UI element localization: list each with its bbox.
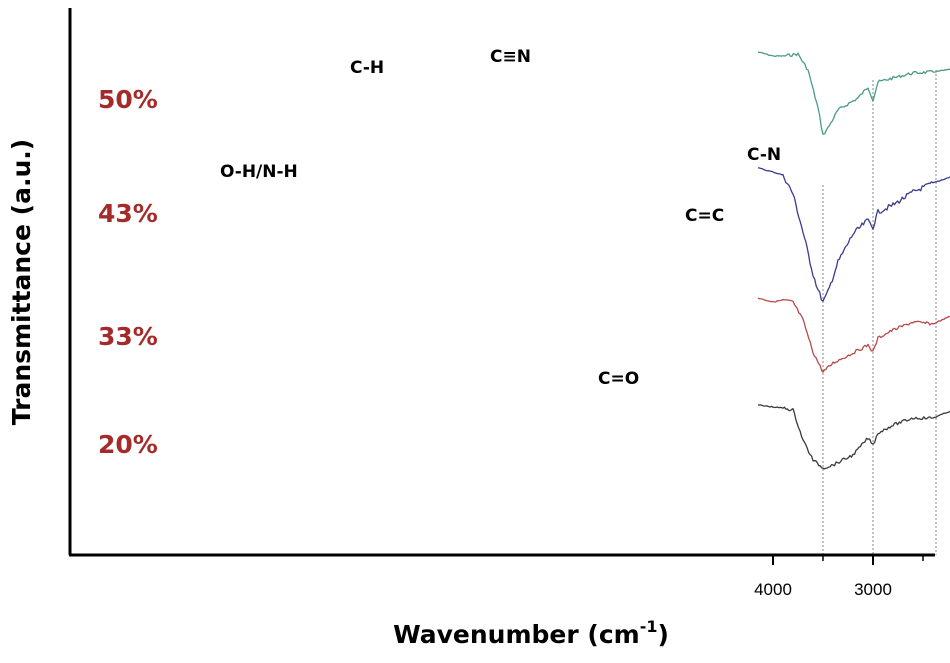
series-line-33pct [757, 297, 950, 373]
series-line-43pct [757, 167, 950, 302]
annotation-co: C=O [598, 369, 639, 389]
x-axis-title: Wavenumber (cm-1) [393, 617, 669, 649]
series-label-33pct: 33% [98, 322, 158, 351]
x-axis-title-superscript: -1 [640, 617, 658, 636]
series-labels: 50% 43% 33% 20% [98, 85, 158, 459]
peak-annotations: O-H/N-H C-H C≡N C=C C=O C-N [220, 47, 781, 389]
annotation-cn: C≡N [490, 47, 531, 67]
series-label-50pct: 50% [98, 85, 158, 114]
series-label-43pct: 43% [98, 199, 158, 228]
annotation-ohnh: O-H/N-H [220, 162, 298, 182]
series-line-20pct [757, 404, 950, 470]
y-axis-title: Transmittance (a.u.) [7, 139, 36, 425]
axes [68, 8, 935, 557]
x-tick-label-3000: 3000 [854, 580, 892, 599]
x-tick-label-4000: 4000 [754, 580, 792, 599]
annotation-cn: C-N [747, 145, 781, 165]
spectra [757, 51, 950, 470]
series-line-50pct [757, 51, 950, 135]
annotation-ch: C-H [350, 58, 384, 78]
x-ticks: 4000300020001000 [754, 555, 924, 599]
series-label-20pct: 20% [98, 430, 158, 459]
annotation-cc: C=C [685, 206, 724, 226]
reference-lines [822, 70, 937, 555]
